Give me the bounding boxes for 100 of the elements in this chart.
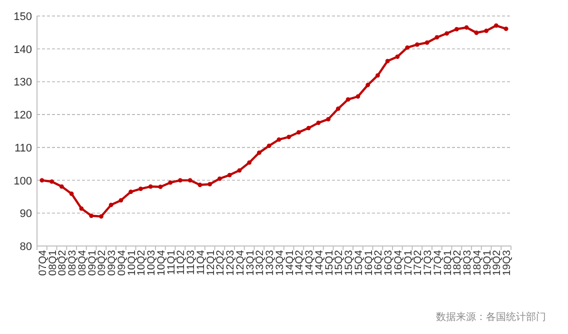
point	[198, 182, 202, 188]
point	[89, 214, 94, 218]
point	[79, 206, 84, 211]
x-tick-label: 13Q4	[274, 250, 286, 276]
x-tick-label: 17Q1	[402, 250, 414, 276]
x-tick-label: 11Q2	[175, 250, 188, 275]
point	[464, 25, 469, 30]
point	[434, 35, 440, 40]
x-tick-label: 11Q4	[194, 250, 207, 275]
point	[217, 176, 222, 181]
point	[247, 160, 252, 165]
x-tick-label: 19Q2	[491, 250, 504, 276]
x-tick-label: 17Q2	[412, 250, 424, 276]
point	[138, 186, 143, 192]
point	[296, 130, 301, 135]
x-tick-label: 12Q3	[224, 250, 237, 276]
point	[484, 28, 489, 33]
point	[454, 26, 459, 32]
point	[316, 120, 321, 125]
x-tick-label: 09Q2	[96, 250, 108, 276]
source-note: 数据来源：各国统计部门	[436, 311, 546, 323]
x-tick-label: 18Q3	[462, 250, 474, 276]
x-tick-label: 18Q1	[442, 250, 454, 276]
point	[266, 144, 272, 148]
point	[405, 45, 410, 50]
point	[356, 94, 360, 99]
point	[366, 82, 370, 88]
x-tick-label: 13Q2	[254, 250, 266, 276]
x-tick-label: 19Q3	[501, 250, 514, 276]
point	[385, 58, 390, 64]
x-tick-label: 10Q2	[136, 250, 148, 276]
point	[178, 178, 182, 182]
point	[158, 184, 163, 190]
y-tick-label: 140	[14, 44, 32, 56]
x-tick-label: 09Q4	[116, 250, 128, 276]
x-tick-label: 16Q2	[372, 250, 385, 276]
x-tick-label: 14Q3	[304, 250, 316, 276]
x-tick-label: 09Q3	[106, 250, 118, 276]
x-tick-label: 16Q3	[382, 250, 395, 276]
point	[444, 31, 450, 36]
x-tick-label: 08Q2	[56, 250, 69, 276]
x-tick-label: 15Q2	[333, 250, 346, 276]
x-tick-label: 17Q4	[432, 250, 444, 276]
point	[40, 178, 44, 182]
x-tick-label: 12Q4	[234, 250, 246, 276]
x-tick-label: 15Q3	[343, 250, 356, 276]
x-tick-label: 16Q1	[362, 250, 375, 276]
x-tick-label: 15Q1	[323, 250, 336, 276]
point	[168, 180, 173, 185]
x-tick-label: 19Q1	[481, 250, 494, 276]
point	[395, 54, 400, 59]
x-tick-label: 14Q1	[284, 250, 296, 276]
x-tick-label: 10Q3	[146, 250, 158, 276]
point	[256, 150, 262, 155]
point	[108, 202, 114, 208]
x-tick-label: 13Q3	[264, 250, 276, 276]
point	[414, 42, 420, 47]
x-tick-label: 10Q1	[126, 250, 138, 276]
point	[494, 23, 498, 28]
x-tick-label: 09Q1	[86, 250, 98, 276]
point	[128, 190, 134, 194]
point	[188, 178, 192, 182]
y-tick-label: 100	[14, 175, 32, 188]
point	[208, 182, 212, 186]
x-tick-label: 12Q1	[204, 250, 217, 276]
point	[326, 116, 331, 122]
x-tick-label: 17Q3	[422, 250, 434, 276]
x-tick-label: 12Q2	[214, 250, 227, 276]
point	[227, 172, 232, 178]
point	[237, 168, 242, 173]
point	[504, 26, 508, 32]
point	[474, 30, 479, 35]
x-tick-label: 18Q4	[471, 250, 484, 276]
point	[346, 97, 350, 102]
x-tick-label: 13Q1	[244, 250, 256, 276]
x-tick-label: 14Q4	[313, 250, 326, 276]
point	[424, 40, 430, 45]
point	[306, 126, 311, 130]
point	[50, 179, 54, 184]
x-tick-label: 08Q4	[76, 250, 88, 276]
y-tick-label: 90	[20, 208, 32, 220]
y-tick-label: 130	[14, 76, 32, 89]
point	[148, 184, 153, 189]
point	[69, 192, 74, 196]
point	[276, 137, 282, 142]
y-tick-label: 80	[20, 241, 32, 253]
x-tick-label: 08Q1	[46, 250, 59, 276]
point	[98, 214, 104, 219]
x-tick-label: 16Q4	[392, 250, 404, 276]
x-tick-label: 10Q4	[155, 250, 168, 276]
point	[375, 73, 380, 78]
x-tick-label: 18Q2	[452, 250, 464, 276]
point	[286, 134, 292, 140]
point	[336, 106, 340, 111]
y-tick-label: 120	[14, 110, 32, 122]
x-tick-label: 11Q1	[165, 250, 178, 275]
y-tick-label: 150	[14, 11, 32, 23]
point	[59, 184, 64, 189]
x-tick-label: 11Q3	[185, 250, 198, 275]
x-tick-label: 15Q4	[352, 250, 365, 276]
